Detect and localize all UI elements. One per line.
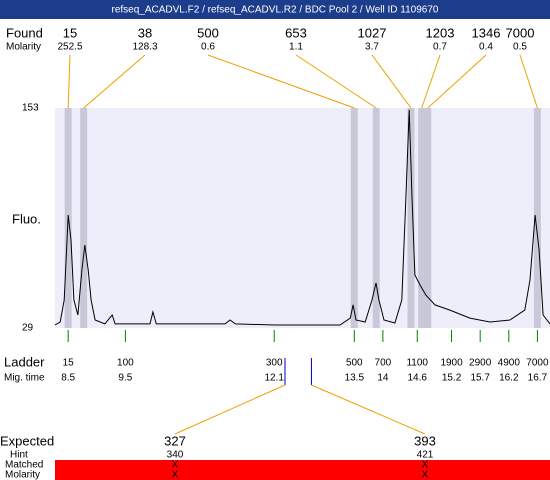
trace: [54, 109, 550, 326]
ladder-time: 12.1: [264, 373, 284, 384]
ladder-label: Ladder: [4, 354, 45, 369]
found-molarity: 252.5: [57, 42, 82, 53]
ladder-size: 7000: [526, 358, 549, 369]
ladder-time: 14: [377, 373, 389, 384]
expected-connector: [174, 384, 286, 435]
matched-value: X: [172, 460, 179, 471]
found-size: 653: [285, 25, 307, 40]
ladder-size: 700: [375, 358, 392, 369]
ladder-time: 15.7: [470, 373, 490, 384]
peak-band: [418, 108, 426, 328]
found-size: 1027: [358, 25, 387, 40]
peak-connector: [371, 54, 412, 109]
ladder-size: 1900: [440, 358, 463, 369]
found-label: Found: [6, 25, 43, 40]
y-tick-label: 153: [22, 103, 39, 114]
ladder-size: 4900: [498, 358, 521, 369]
matched-value: X: [422, 460, 429, 471]
found-molarity: 0.6: [201, 42, 215, 53]
matched-label: Matched: [5, 460, 43, 471]
ladder-time: 8.5: [61, 373, 75, 384]
expected-molarity: X: [172, 470, 179, 480]
matched-bar: [55, 460, 550, 480]
peak-connector: [83, 54, 146, 109]
peak-band: [424, 108, 432, 328]
found-molarity: 3.7: [365, 42, 379, 53]
hint-label: Hint: [10, 450, 28, 461]
ladder-size: 500: [346, 358, 363, 369]
expected-size: 393: [414, 433, 436, 448]
plot-area: [55, 108, 550, 328]
hint-value: 421: [417, 450, 434, 461]
ladder-time: 9.5: [118, 373, 132, 384]
ladder-size: 1100: [406, 358, 428, 369]
ladder-size: 100: [117, 358, 134, 369]
found-size: 38: [138, 25, 152, 40]
ladder-time: 14.6: [408, 373, 428, 384]
ladder-size: 300: [266, 358, 283, 369]
peak-band: [407, 108, 415, 328]
found-molarity: 0.5: [513, 42, 527, 53]
found-molarity: 0.7: [433, 42, 447, 53]
peak-band: [372, 108, 380, 328]
found-size: 7000: [506, 25, 535, 40]
ladder-time: 13.5: [345, 373, 365, 384]
peak-band: [350, 108, 358, 328]
peak-connector: [207, 54, 355, 109]
found-size: 500: [197, 25, 219, 40]
expected-label: Expected: [0, 433, 54, 448]
expected-connector: [311, 384, 426, 435]
y-tick-label: 29: [22, 323, 34, 334]
title-bar: [0, 0, 550, 19]
peak-band: [80, 108, 88, 328]
ladder-time: 16.2: [499, 373, 519, 384]
peak-band: [533, 108, 541, 328]
title: refseq_ACADVL.F2 / refseq_ACADVL.R2 / BD…: [111, 5, 438, 16]
peak-connector: [427, 54, 487, 109]
expected-molarity-label: Molarity: [5, 470, 40, 480]
peak-connector: [421, 54, 441, 109]
found-molarity: 0.4: [479, 42, 493, 53]
mig-time-label: Mig. time: [4, 373, 45, 384]
ladder-time: 15.2: [442, 373, 462, 384]
found-size: 15: [63, 25, 77, 40]
ladder-time: 16.7: [528, 373, 548, 384]
found-size: 1346: [472, 25, 501, 40]
molarity-label: Molarity: [6, 42, 41, 53]
expected-molarity: X: [422, 470, 429, 480]
found-molarity: 128.3: [132, 42, 157, 53]
ladder-size: 2900: [469, 358, 492, 369]
peak-connector: [67, 54, 71, 109]
hint-value: 340: [167, 450, 184, 461]
y-axis-label: Fluo.: [12, 211, 41, 226]
peak-connector: [295, 54, 377, 109]
found-molarity: 1.1: [289, 42, 303, 53]
ladder-size: 15: [63, 358, 75, 369]
expected-size: 327: [164, 433, 186, 448]
found-size: 1203: [426, 25, 455, 40]
peak-connector: [519, 54, 538, 109]
